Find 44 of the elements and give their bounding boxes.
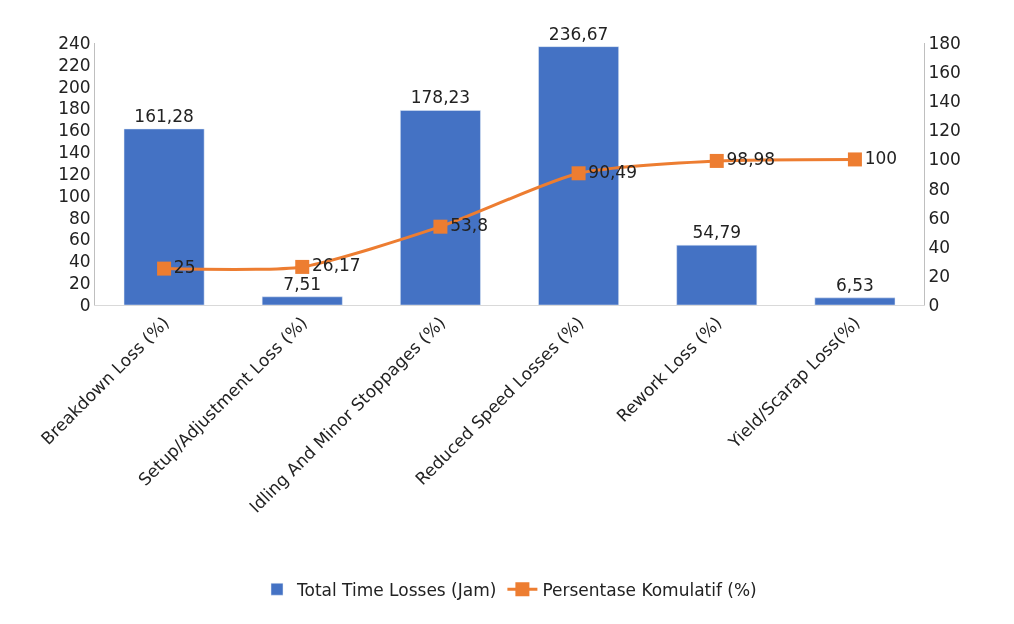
point: [847, 152, 862, 167]
y-tick-label: 100: [58, 185, 91, 206]
y-tick-label: 0: [79, 294, 91, 315]
y-tick-label: 180: [58, 98, 91, 119]
y2-tick-label: 60: [928, 207, 951, 228]
y-tick-label: 80: [68, 207, 91, 228]
y2-tick-label: 160: [928, 62, 961, 83]
y-tick-label: 200: [58, 76, 91, 97]
y-tick-label: 120: [58, 163, 91, 184]
point: [571, 166, 586, 181]
legend-label: Persentase Komulatif (%): [542, 579, 757, 600]
y-tick-label: 160: [58, 120, 91, 141]
data-label: 6,53: [835, 274, 874, 295]
y-tick-label: 40: [68, 251, 91, 272]
data-label: 100: [864, 147, 898, 168]
data-label: 90,49: [588, 161, 637, 182]
data-label: 161,28: [134, 105, 194, 126]
y2-tick-label: 120: [928, 120, 961, 141]
bar: [123, 128, 205, 305]
bar: [814, 297, 896, 305]
y2-tick-label: 100: [928, 149, 961, 170]
y2-tick-label: 20: [928, 265, 951, 286]
y-tick-label: 220: [58, 54, 91, 75]
y2-tick-label: 40: [928, 236, 951, 257]
bar: [261, 296, 343, 305]
data-label: 54,79: [692, 222, 742, 243]
y2-tick-label: 180: [928, 32, 961, 53]
data-label: 236,67: [548, 23, 609, 44]
y-tick-label: 20: [68, 273, 91, 294]
data-label: 26,17: [312, 255, 361, 276]
y-tick-label: 60: [68, 229, 91, 250]
y-tick-label: 240: [58, 32, 91, 53]
legend-label: Total Time Losses (Jam): [296, 579, 497, 600]
data-label: 7,51: [283, 273, 322, 294]
bar: [676, 244, 758, 305]
y2-tick-label: 140: [928, 91, 961, 112]
y2-tick-label: 0: [928, 294, 940, 315]
point: [295, 259, 310, 274]
point: [709, 153, 724, 168]
y-tick-label: 140: [58, 142, 91, 163]
data-label: 178,23: [410, 87, 471, 108]
y2-tick-label: 80: [928, 178, 951, 199]
point: [433, 219, 448, 234]
point: [157, 261, 172, 276]
